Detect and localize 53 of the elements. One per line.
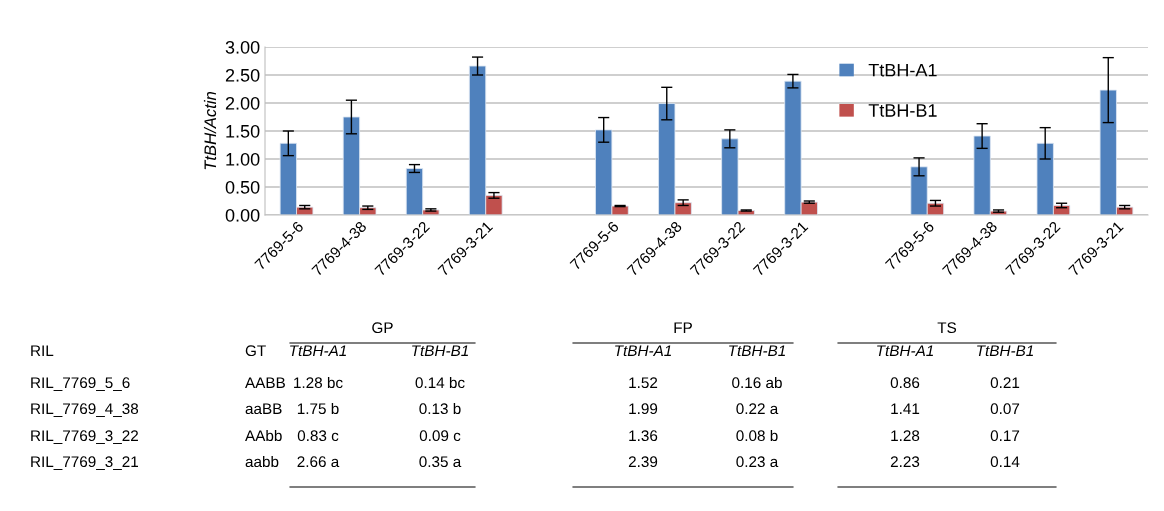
text: GP xyxy=(372,322,393,334)
text: 0.07 xyxy=(990,403,1020,415)
text: aabb xyxy=(245,455,279,468)
text: TtBH-A1 xyxy=(877,345,933,357)
text: 0.08 b xyxy=(736,429,778,442)
text: 0.09 c xyxy=(419,430,461,442)
text: 1.99 xyxy=(629,403,658,415)
text: TtBH-A1 xyxy=(290,345,346,357)
text: RIL xyxy=(31,345,54,356)
text: 0.35 a xyxy=(419,456,462,468)
text: 0.17 xyxy=(990,430,1020,442)
text: 1.28 xyxy=(891,430,920,442)
text: RIL_7769_3_21 xyxy=(31,456,138,470)
text: RIL_7769_4_38 xyxy=(31,403,139,417)
text: 0.83 c xyxy=(297,430,339,442)
text: TtBH-A1 xyxy=(615,345,671,357)
text: GT xyxy=(245,345,266,357)
text: 0.22 a xyxy=(736,403,779,415)
text: 2.39 xyxy=(628,456,658,468)
y-tick-label: 0.00 xyxy=(225,208,260,222)
text: 0.14 xyxy=(990,456,1020,468)
text: 0.16 ab xyxy=(732,376,782,389)
text: AAbb xyxy=(245,429,282,442)
y-axis-title: TtBH/Actin xyxy=(203,91,217,170)
legend-label: TtBH-B1 xyxy=(868,104,937,117)
text: 1.36 xyxy=(629,430,658,442)
text: AABB xyxy=(245,377,285,388)
text: aaBB xyxy=(245,403,282,415)
text: 0.86 xyxy=(890,377,920,389)
y-tick-label: 0.50 xyxy=(225,180,260,194)
text: TtBH-B1 xyxy=(412,345,468,357)
text: 0.23 a xyxy=(736,456,779,468)
text: TS xyxy=(937,322,957,334)
text: TtBH-B1 xyxy=(977,345,1033,357)
y-tick-label: 1.00 xyxy=(226,152,260,166)
y-tick-label: 2.00 xyxy=(225,96,260,110)
text: 2.66 a xyxy=(297,456,340,468)
text: 0.14 bc xyxy=(415,376,465,389)
legend-label: TtBH-A1 xyxy=(868,63,937,77)
text: 1.41 xyxy=(891,403,920,414)
text: FP xyxy=(674,322,692,333)
text: 1.75 b xyxy=(297,402,339,415)
y-tick-label: 1.50 xyxy=(226,124,260,138)
y-tick-label: 3.00 xyxy=(225,40,260,54)
text: TtBH-B1 xyxy=(729,345,785,357)
text: RIL_7769_5_6 xyxy=(31,377,130,391)
text: 2.23 xyxy=(890,456,920,468)
text: 0.13 b xyxy=(419,402,461,415)
text: 0.21 xyxy=(990,377,1020,389)
text: 1.28 bc xyxy=(294,376,343,389)
y-tick-label: 2.50 xyxy=(225,68,260,82)
text: 1.52 xyxy=(629,377,658,389)
text: RIL_7769_3_22 xyxy=(31,430,138,444)
